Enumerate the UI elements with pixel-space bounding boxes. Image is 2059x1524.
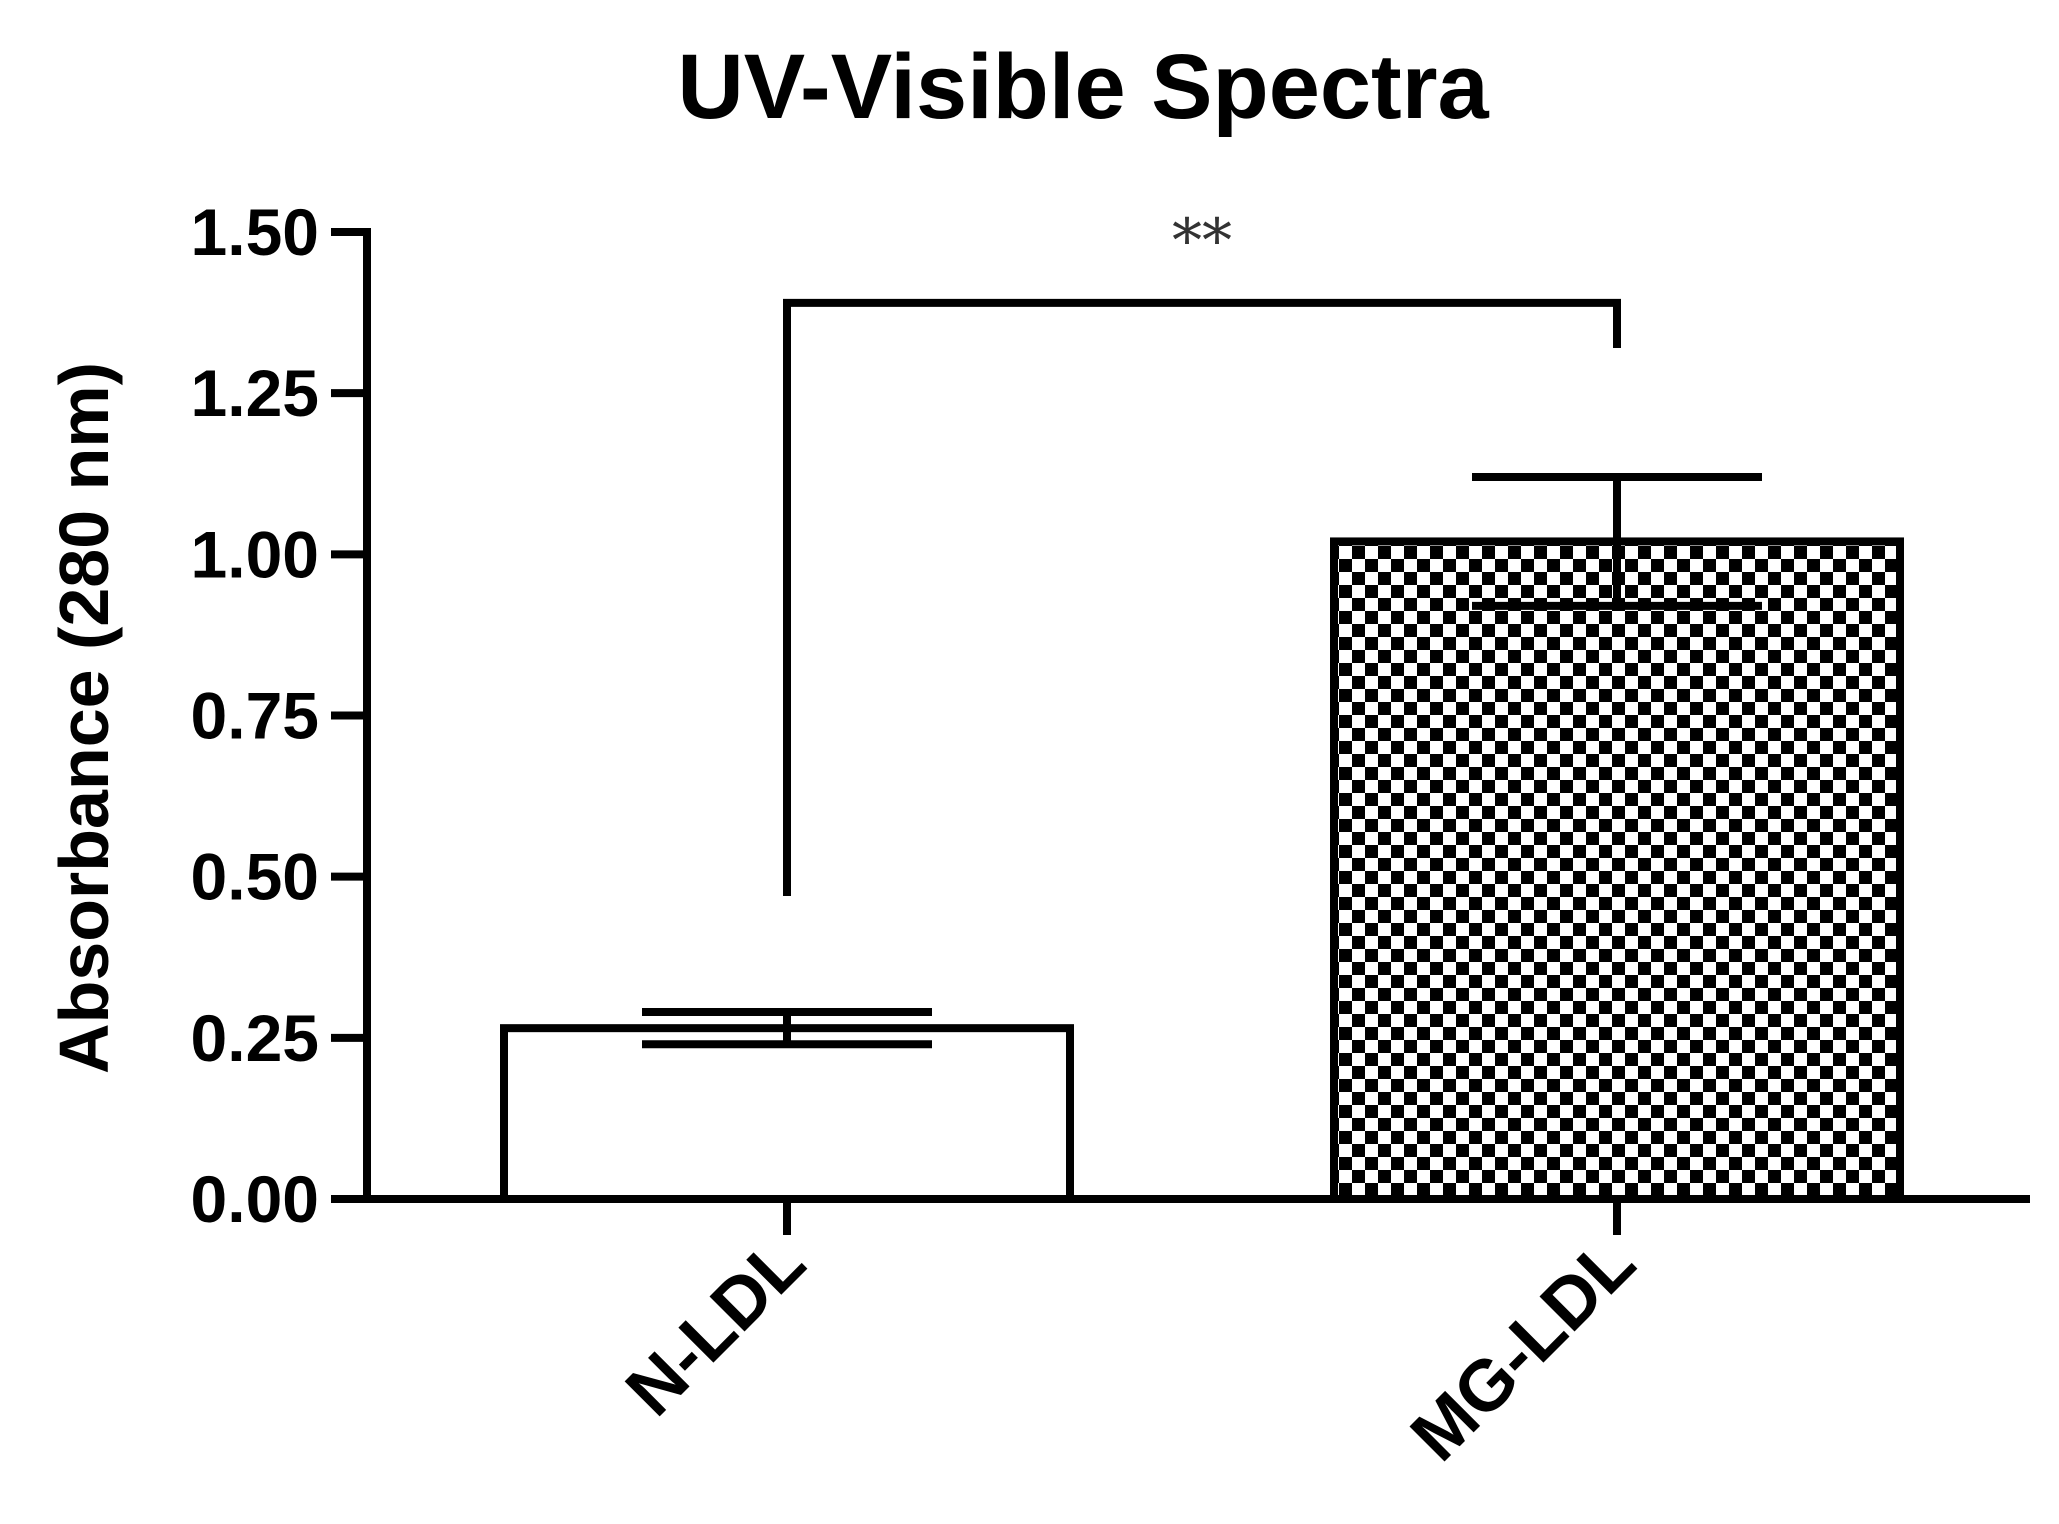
significance-label: ** (1172, 206, 1232, 276)
y-tick-label: 0.50 (191, 840, 319, 914)
y-axis-label: Absorbance (280 nm) (45, 362, 123, 1074)
significance-bracket (783, 298, 1621, 897)
y-tick-label: 1.25 (191, 356, 319, 430)
x-category-label: MG-LDL (1396, 1222, 1651, 1477)
x-category-label: N-LDL (611, 1222, 820, 1431)
significance-bracket-line (783, 298, 1621, 897)
y-tick-label: 0.75 (191, 679, 319, 753)
error-bar-n-ldl (642, 1008, 932, 1049)
bar-n-ldl (500, 1024, 1074, 1203)
plot-area: ** 0.00 0.25 0.50 0.75 1.00 1.25 1.50 N-LDL MG-LD… (191, 195, 2030, 1476)
y-tick-label: 1.00 (191, 517, 319, 591)
y-tick-label: 1.50 (191, 195, 319, 269)
chart-title: UV-Visible Spectra (677, 36, 1489, 138)
y-tick-label: 0.25 (191, 1001, 319, 1075)
bar-mg-ldl (1330, 537, 1904, 1203)
y-tick-label: 0.00 (191, 1162, 319, 1236)
error-bar-mg-ldl (1472, 472, 1762, 610)
